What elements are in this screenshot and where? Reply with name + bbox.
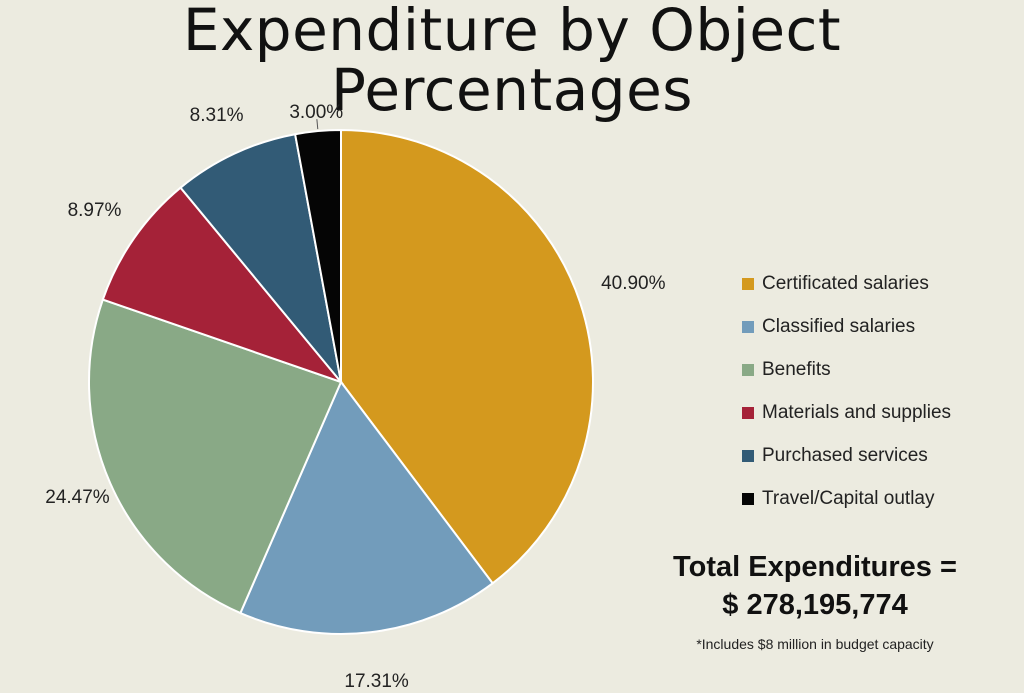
legend-label: Purchased services — [762, 444, 928, 466]
legend-label: Materials and supplies — [762, 401, 952, 423]
legend-swatch — [742, 363, 754, 376]
total-amount: $ 278,195,774 — [722, 589, 908, 621]
pie-slice-1 — [340, 128, 594, 585]
legend-item-3: Benefits — [742, 348, 1022, 391]
pie-slice-4 — [101, 186, 345, 385]
legend-label: Travel/Capital outlay — [762, 487, 935, 509]
legend-item-5: Purchased services — [742, 434, 1022, 477]
slice-label-4: 8.97% — [67, 199, 122, 221]
legend-swatch — [742, 406, 754, 419]
legend-swatch — [742, 492, 754, 505]
pie-slice-2 — [239, 380, 495, 635]
legend-swatch — [742, 277, 754, 290]
slice-label-6: 3.00% — [289, 102, 344, 124]
slice-label-1: 40.90% — [601, 273, 666, 295]
pie-slice-6 — [293, 128, 342, 383]
legend-swatch — [742, 320, 754, 333]
slice-label-3: 24.47% — [45, 486, 110, 508]
chart-title: Expenditure by Object Percentages — [182, 0, 842, 124]
legend-swatch — [742, 449, 754, 462]
legend: Certificated salaries Classified salaries… — [742, 262, 1022, 520]
legend-item-6: Travel/Capital outlay — [742, 477, 1022, 520]
pie-slice-3 — [88, 298, 343, 615]
legend-label: Classified salaries — [762, 315, 916, 337]
legend-item-2: Classified salaries — [742, 305, 1022, 348]
pie-slice-5 — [179, 133, 343, 386]
total-expenditures: Total Expenditures = $ 278,195,774 — [640, 548, 990, 624]
total-label: Total Expenditures = — [673, 551, 957, 583]
leader-line — [316, 119, 319, 130]
legend-label: Certificated salaries — [762, 272, 929, 294]
legend-item-1: Certificated salaries — [742, 262, 1022, 305]
legend-label: Benefits — [762, 358, 831, 380]
legend-item-4: Materials and supplies — [742, 391, 1022, 434]
footnote: *Includes $8 million in budget capacity — [696, 636, 934, 652]
slice-label-5: 8.31% — [189, 104, 244, 126]
